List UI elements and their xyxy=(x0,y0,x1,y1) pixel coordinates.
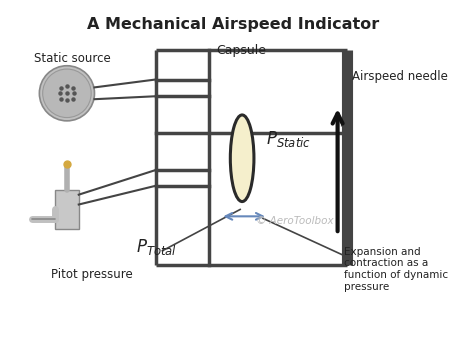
Text: Airspeed needle: Airspeed needle xyxy=(352,70,448,83)
Text: $P_{Static}$: $P_{Static}$ xyxy=(266,128,311,149)
Text: Pitot pressure: Pitot pressure xyxy=(51,268,133,282)
Bar xyxy=(55,190,79,229)
Circle shape xyxy=(39,66,94,121)
Circle shape xyxy=(43,69,91,118)
Text: $P_{Total}$: $P_{Total}$ xyxy=(136,237,177,257)
Text: © AeroToolbox: © AeroToolbox xyxy=(256,216,334,226)
Text: Expansion and
contraction as a
function of dynamic
pressure: Expansion and contraction as a function … xyxy=(345,247,448,292)
Text: Capsule: Capsule xyxy=(216,44,266,57)
Text: Static source: Static source xyxy=(35,52,111,65)
Text: A Mechanical Airspeed Indicator: A Mechanical Airspeed Indicator xyxy=(87,16,379,31)
Ellipse shape xyxy=(230,115,254,202)
